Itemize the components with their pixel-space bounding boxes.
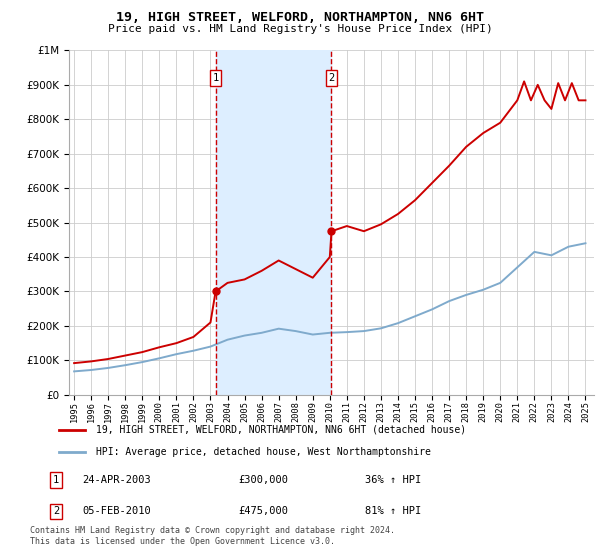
Text: £475,000: £475,000 — [238, 506, 288, 516]
Text: 1: 1 — [53, 475, 59, 485]
Text: Contains HM Land Registry data © Crown copyright and database right 2024.
This d: Contains HM Land Registry data © Crown c… — [30, 526, 395, 546]
Text: Price paid vs. HM Land Registry's House Price Index (HPI): Price paid vs. HM Land Registry's House … — [107, 24, 493, 34]
Text: 19, HIGH STREET, WELFORD, NORTHAMPTON, NN6 6HT (detached house): 19, HIGH STREET, WELFORD, NORTHAMPTON, N… — [95, 424, 466, 435]
Text: £300,000: £300,000 — [238, 475, 288, 485]
Text: 2: 2 — [328, 73, 335, 83]
Bar — [215, 50, 331, 395]
Text: HPI: Average price, detached house, West Northamptonshire: HPI: Average price, detached house, West… — [95, 447, 430, 457]
Text: 81% ↑ HPI: 81% ↑ HPI — [365, 506, 421, 516]
Text: 36% ↑ HPI: 36% ↑ HPI — [365, 475, 421, 485]
Text: 19, HIGH STREET, WELFORD, NORTHAMPTON, NN6 6HT: 19, HIGH STREET, WELFORD, NORTHAMPTON, N… — [116, 11, 484, 24]
Text: 1: 1 — [212, 73, 219, 83]
Text: 24-APR-2003: 24-APR-2003 — [82, 475, 151, 485]
Text: 2: 2 — [53, 506, 59, 516]
Text: 05-FEB-2010: 05-FEB-2010 — [82, 506, 151, 516]
